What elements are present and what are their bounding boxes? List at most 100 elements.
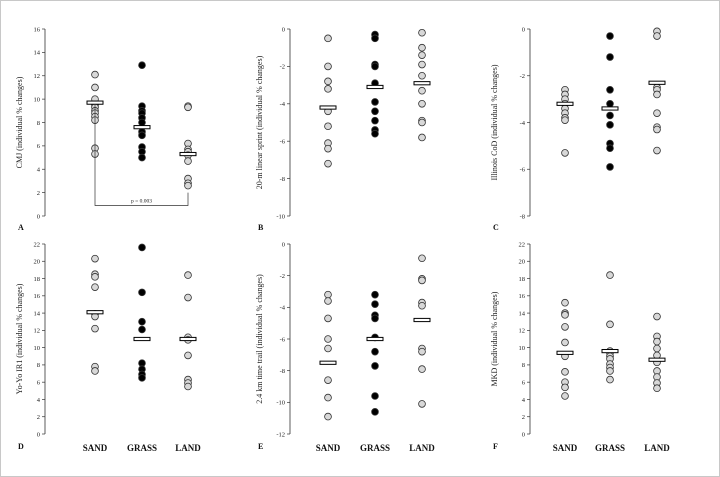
y-tick-label: 16 xyxy=(519,293,526,300)
y-tick-label: 8 xyxy=(37,362,40,369)
y-tick-label: -4 xyxy=(520,120,526,127)
data-point xyxy=(324,344,332,353)
mean-bar xyxy=(86,100,104,105)
panel-letter: B xyxy=(258,223,264,232)
data-point xyxy=(184,382,192,391)
x-category-label: SAND xyxy=(553,443,578,453)
data-point xyxy=(418,28,426,37)
y-tick-label: -10 xyxy=(276,213,285,220)
data-point xyxy=(371,98,379,106)
data-point xyxy=(653,384,661,393)
data-point xyxy=(418,276,426,285)
mean-bar xyxy=(86,310,104,315)
y-tick-label: -2 xyxy=(520,73,525,80)
y-tick-label: -10 xyxy=(276,400,285,407)
mean-bar xyxy=(601,106,619,111)
data-point xyxy=(371,116,379,125)
y-axis-label: 20-m linear sprint (individual % changes… xyxy=(255,55,264,189)
y-tick-label: 4 xyxy=(37,397,41,404)
data-point xyxy=(138,61,146,70)
mean-bar xyxy=(601,348,619,354)
data-point xyxy=(561,311,569,319)
data-point xyxy=(418,60,426,69)
y-tick-label: -8 xyxy=(280,368,285,375)
data-point xyxy=(324,62,332,71)
data-point xyxy=(606,111,614,120)
data-point xyxy=(606,121,614,129)
data-point xyxy=(138,118,146,127)
data-point xyxy=(371,107,379,116)
y-tick-label: 2 xyxy=(37,190,40,197)
data-point xyxy=(418,118,426,127)
data-point xyxy=(371,34,379,43)
data-point xyxy=(561,149,569,157)
data-point xyxy=(138,243,146,252)
y-tick-label: -6 xyxy=(280,139,286,146)
data-point xyxy=(371,347,379,356)
panel-f: 0 2 4 6 8 10 12 14 16 18 20 22 MKD (individual % cha… xyxy=(490,241,670,453)
mean-bar xyxy=(413,317,431,323)
data-point xyxy=(653,125,661,134)
data-point xyxy=(418,400,426,408)
data-point xyxy=(606,32,614,40)
x-category-label: SAND xyxy=(83,443,108,453)
data-point xyxy=(184,351,192,360)
mean-bar xyxy=(366,336,384,342)
panel-letter: D xyxy=(18,442,24,451)
data-point xyxy=(606,271,614,279)
data-point xyxy=(91,83,99,92)
mean-bar xyxy=(319,360,337,365)
y-axis-label: 2.4 km time trail (individual % changes) xyxy=(255,274,264,404)
panel-letter: A xyxy=(18,223,24,232)
mean-bar xyxy=(179,336,197,342)
y-tick-label: 18 xyxy=(519,276,526,283)
data-point xyxy=(324,412,332,421)
y-axis-label: CMJ (individual % changes) xyxy=(15,76,24,168)
data-point xyxy=(418,51,426,59)
data-point xyxy=(653,312,661,321)
y-tick-label: -6 xyxy=(280,336,286,343)
y-tick-label: 0 xyxy=(522,431,525,438)
data-point xyxy=(653,90,661,99)
x-category-label: LAND xyxy=(644,443,670,453)
panel-a: 0 2 4 6 8 10 12 14 16 CMJ (individual % changes) A… xyxy=(15,26,197,232)
data-point xyxy=(91,367,99,375)
data-point xyxy=(653,337,661,346)
data-point xyxy=(418,254,426,263)
data-point xyxy=(418,43,426,52)
data-point xyxy=(184,157,192,165)
data-point xyxy=(324,314,332,323)
y-tick-label: 16 xyxy=(34,293,41,300)
significance-label: p = 0.003 xyxy=(131,198,152,204)
y-tick-label: 16 xyxy=(34,26,41,33)
x-category-label: GRASS xyxy=(360,443,390,453)
data-point xyxy=(418,71,426,80)
data-point xyxy=(606,53,614,61)
data-point xyxy=(371,300,379,308)
data-point xyxy=(138,153,146,162)
data-point xyxy=(324,393,332,402)
data-point xyxy=(324,144,332,153)
data-point xyxy=(184,293,192,302)
y-tick-label: 18 xyxy=(34,276,41,283)
y-tick-label: 8 xyxy=(522,362,525,369)
data-point xyxy=(418,86,426,95)
y-tick-label: 2 xyxy=(522,414,525,421)
y-tick-label: 12 xyxy=(519,328,526,335)
mean-bar xyxy=(556,350,574,355)
data-point xyxy=(371,314,379,323)
y-tick-label: 0 xyxy=(282,241,285,248)
y-tick-label: -12 xyxy=(276,431,285,438)
y-tick-label: 10 xyxy=(34,96,41,103)
mean-bar xyxy=(319,105,337,110)
panel-e: 0 -2 -4 -6 -8 -10 -12 2.4 km time trail (indivi… xyxy=(255,241,435,453)
mean-bar xyxy=(366,84,384,90)
data-point xyxy=(606,85,614,94)
data-point xyxy=(606,375,614,384)
panel-letter: E xyxy=(258,442,263,451)
data-point xyxy=(653,146,661,155)
data-point xyxy=(606,163,614,171)
y-axis-label: Yo-Yo IR1 (individual % changes) xyxy=(15,283,24,394)
y-tick-label: 20 xyxy=(519,259,526,266)
